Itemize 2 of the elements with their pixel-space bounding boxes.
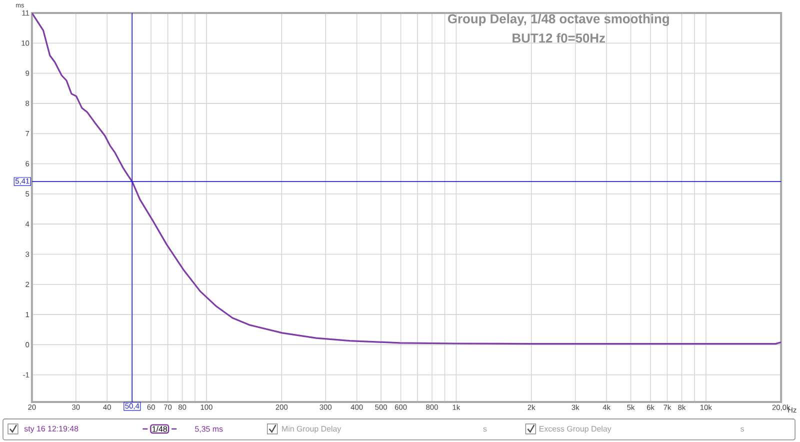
text: BUT12 f0=50Hz: [512, 33, 605, 43]
chart-title: Group Delay, 1/48 octave smoothing: [448, 14, 669, 26]
